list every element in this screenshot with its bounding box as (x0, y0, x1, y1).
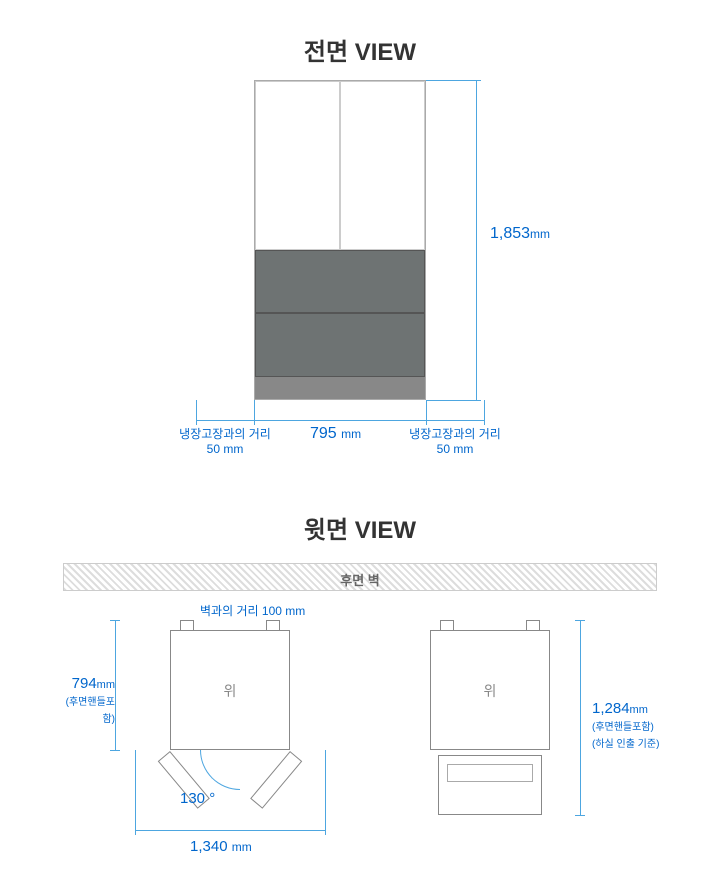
fridge-top-body: 위 (430, 630, 550, 750)
fridge-drawer-2 (255, 313, 425, 377)
dim-line-depth (115, 620, 116, 750)
dim-unit: mm (223, 442, 243, 456)
dim-label-text: 벽과의 거리 (200, 604, 259, 618)
angle-arc (200, 750, 240, 790)
dim-unit: mm (97, 679, 115, 691)
dim-value: 50 (207, 442, 220, 456)
dim-unit: mm (530, 227, 550, 241)
dim-line-drawer-depth (580, 620, 581, 815)
dim-unit: mm (232, 840, 252, 854)
dim-tick (254, 400, 255, 425)
dim-value: 794 (72, 675, 97, 692)
dim-door-width: 1,340 mm (190, 838, 252, 855)
fridge-drawer-1 (255, 250, 425, 314)
dim-unit: mm (341, 427, 361, 441)
dim-value: 795 (310, 425, 337, 442)
dim-tick (135, 750, 136, 835)
dim-tick (426, 80, 481, 81)
top-label: 위 (171, 681, 289, 701)
dim-tick (110, 620, 120, 621)
dim-note: (후면핸들포함) (66, 697, 115, 725)
top-label: 위 (431, 681, 549, 701)
dim-value: 1,340 (190, 838, 228, 855)
dim-tick (575, 815, 585, 816)
drawer-inner (447, 764, 533, 782)
top-view-unit-right: 위 (420, 620, 560, 765)
dim-value: 1,853 (490, 225, 530, 242)
top-view-unit-left: 위 (160, 620, 300, 765)
dim-line-height (476, 80, 477, 400)
fridge-top-body: 위 (170, 630, 290, 750)
dim-gap-label: 냉장고장과의 거리 (179, 427, 271, 441)
dim-tick (196, 400, 197, 425)
dim-drawer-depth: 1,284mm (후면핸들포함) (하실 인출 기준) (592, 700, 659, 751)
dim-gap-left: 냉장고장과의 거리 50 mm (165, 425, 285, 456)
fridge-door-top-left (255, 81, 340, 250)
dim-value: 100 (262, 604, 282, 618)
dim-gap-label: 냉장고장과의 거리 (409, 427, 501, 441)
dim-tick (325, 750, 326, 835)
dim-tick (484, 400, 485, 425)
dim-note: (하실 인출 기준) (592, 739, 659, 750)
dim-note: (후면핸들포함) (592, 722, 654, 733)
dim-width: 795 mm (310, 425, 361, 443)
dim-value: 1,284 (592, 700, 630, 717)
fridge-front-view (254, 80, 426, 400)
dim-line-door-width (135, 830, 325, 831)
rear-wall-label: 후면 벽 (64, 570, 656, 589)
dim-tick (426, 400, 481, 401)
dim-depth: 794mm (후면핸들포함) (55, 675, 115, 726)
dim-unit: mm (453, 442, 473, 456)
dim-tick (426, 400, 427, 425)
door-open-right (250, 751, 302, 809)
dim-gap-right: 냉장고장과의 거리 50 mm (395, 425, 515, 456)
dim-tick (575, 620, 585, 621)
dim-line-width-full (196, 420, 484, 421)
dim-unit: mm (285, 604, 305, 618)
fridge-base (255, 377, 425, 399)
dim-height: 1,853mm (490, 225, 550, 243)
fridge-door-top-right (340, 81, 425, 250)
dim-tick (110, 750, 120, 751)
dim-value: 50 (437, 442, 450, 456)
drawer-extended (438, 755, 542, 815)
dim-unit: mm (630, 704, 648, 716)
dim-value: 130 (180, 790, 205, 807)
dim-angle: 130 ° (180, 790, 215, 807)
dim-wall-distance: 벽과의 거리 100 mm (200, 602, 340, 619)
rear-wall: 후면 벽 (63, 563, 657, 591)
front-view-title: 전면 VIEW (0, 32, 720, 67)
top-view-title: 윗면 VIEW (0, 510, 720, 545)
